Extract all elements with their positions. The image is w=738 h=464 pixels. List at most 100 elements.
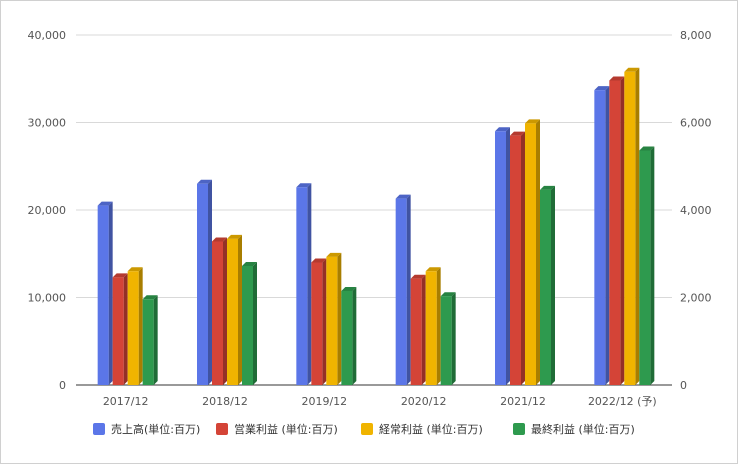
bar[interactable] bbox=[440, 292, 456, 385]
bar-side bbox=[620, 76, 625, 385]
legend-label: 売上高(単位:百万) bbox=[111, 422, 200, 436]
legend-label: 経常利益 (単位:百万) bbox=[379, 422, 483, 436]
bar-side bbox=[635, 67, 640, 385]
bar-side bbox=[650, 146, 655, 385]
bar-top bbox=[639, 146, 655, 151]
bar-top bbox=[112, 273, 128, 278]
bar-front bbox=[227, 238, 238, 385]
bar-side bbox=[406, 194, 411, 385]
bar[interactable] bbox=[510, 131, 525, 385]
bar[interactable] bbox=[525, 119, 540, 385]
bar-top bbox=[440, 292, 456, 297]
bar-side bbox=[208, 179, 212, 385]
bar-front bbox=[127, 271, 139, 385]
bar-side bbox=[123, 273, 128, 385]
bar-top bbox=[227, 234, 242, 239]
bar-top bbox=[197, 179, 212, 184]
legend-item[interactable]: 営業利益 (単位:百万) bbox=[216, 422, 338, 436]
bar[interactable] bbox=[242, 262, 257, 385]
bar-front bbox=[440, 296, 452, 385]
bar[interactable] bbox=[395, 194, 411, 385]
bar-front bbox=[639, 150, 651, 385]
bar-front bbox=[97, 205, 109, 385]
bar-top bbox=[97, 201, 113, 206]
right-axis-tick-label: 0 bbox=[680, 379, 687, 392]
bar[interactable] bbox=[639, 146, 655, 386]
bar-side bbox=[223, 237, 227, 385]
bar-top bbox=[609, 76, 625, 81]
bar-top bbox=[311, 258, 327, 263]
bar[interactable] bbox=[127, 267, 143, 385]
category-label: 2017/12 bbox=[103, 395, 149, 408]
bar[interactable] bbox=[609, 76, 625, 386]
bar[interactable] bbox=[540, 185, 555, 385]
bar-front bbox=[410, 278, 422, 385]
bar-top bbox=[495, 127, 510, 132]
bar[interactable] bbox=[212, 237, 227, 386]
bar-front bbox=[197, 183, 208, 385]
legend-swatch bbox=[216, 423, 228, 435]
left-axis-tick-label: 10,000 bbox=[28, 292, 67, 305]
legend-item[interactable]: 売上高(単位:百万) bbox=[93, 422, 200, 436]
bar[interactable] bbox=[594, 86, 610, 385]
bar[interactable] bbox=[142, 295, 158, 385]
bar-front bbox=[242, 266, 253, 385]
bar[interactable] bbox=[624, 67, 640, 385]
bar[interactable] bbox=[97, 201, 113, 385]
bar[interactable] bbox=[425, 267, 441, 385]
bar-top bbox=[624, 67, 640, 72]
bar-front bbox=[425, 271, 437, 385]
bar-front bbox=[112, 277, 124, 385]
bar[interactable] bbox=[341, 286, 357, 385]
bar-top bbox=[525, 119, 540, 124]
legend-item[interactable]: 経常利益 (単位:百万) bbox=[361, 422, 483, 436]
bar-side bbox=[337, 252, 342, 385]
bar[interactable] bbox=[495, 127, 510, 385]
bar-side bbox=[421, 274, 426, 385]
bar-side bbox=[253, 262, 257, 385]
bar-front bbox=[311, 262, 323, 385]
legend: 売上高(単位:百万) 営業利益 (単位:百万) 経常利益 (単位:百万) 最終利益 (… bbox=[93, 422, 635, 436]
bar-side bbox=[451, 292, 456, 385]
left-axis-tick-label: 40,000 bbox=[28, 29, 67, 42]
bar-front bbox=[395, 198, 407, 385]
bar[interactable] bbox=[197, 179, 212, 385]
left-axis-tick-label: 20,000 bbox=[28, 204, 67, 217]
bar-side bbox=[322, 258, 327, 385]
bar-side bbox=[153, 295, 158, 385]
category-label: 2021/12 bbox=[500, 395, 546, 408]
right-axis-tick-label: 6,000 bbox=[680, 117, 712, 130]
bar-front bbox=[624, 71, 636, 385]
bar-front bbox=[495, 131, 506, 385]
bar-front bbox=[142, 299, 154, 385]
category-label: 2022/12 (予) bbox=[588, 395, 657, 408]
bar[interactable] bbox=[112, 273, 128, 385]
bar-top bbox=[242, 262, 257, 266]
right-axis-tick-label: 8,000 bbox=[680, 29, 712, 42]
bar[interactable] bbox=[296, 183, 312, 385]
legend-label: 営業利益 (単位:百万) bbox=[234, 422, 338, 436]
bar-top bbox=[410, 274, 426, 279]
bar[interactable] bbox=[326, 252, 342, 385]
gridlines bbox=[76, 34, 672, 386]
bar-front bbox=[609, 80, 621, 385]
legend-swatch bbox=[361, 423, 373, 435]
bar-front bbox=[341, 290, 353, 385]
category-label: 2019/12 bbox=[301, 395, 347, 408]
bar-side bbox=[551, 185, 555, 385]
bar[interactable] bbox=[311, 258, 327, 386]
bar-side bbox=[352, 286, 357, 385]
bar-side bbox=[138, 267, 143, 385]
bar-top bbox=[540, 185, 555, 190]
legend-item[interactable]: 最終利益 (単位:百万) bbox=[513, 422, 635, 436]
left-axis-tick-label: 30,000 bbox=[28, 117, 67, 130]
left-axis-tick-label: 0 bbox=[59, 379, 66, 392]
bar-top bbox=[425, 267, 441, 272]
bar-top bbox=[510, 131, 525, 136]
bar[interactable] bbox=[227, 234, 242, 385]
bar-side bbox=[238, 234, 242, 385]
bar-top bbox=[296, 183, 312, 188]
bar-top bbox=[395, 194, 411, 199]
bar[interactable] bbox=[410, 274, 426, 385]
